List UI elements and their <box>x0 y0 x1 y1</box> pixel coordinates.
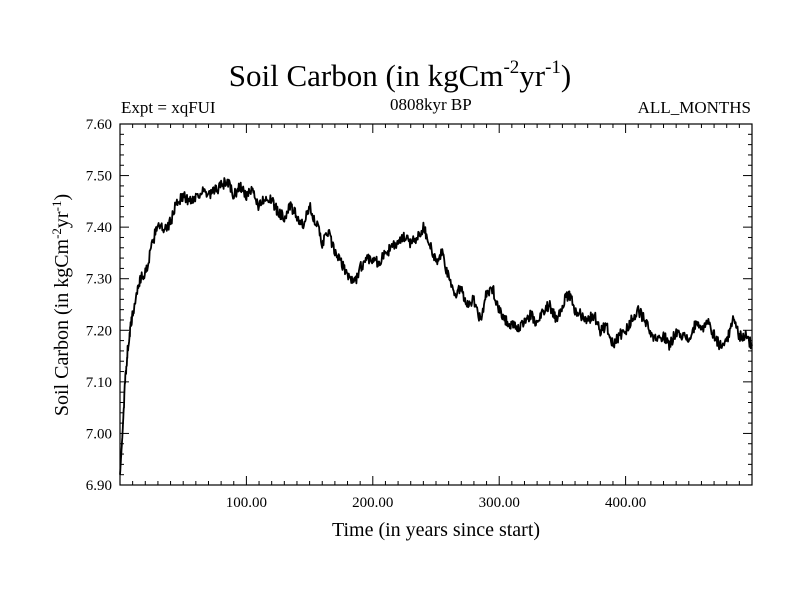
plot-frame <box>119 123 753 486</box>
y-tick-label: 7.50 <box>86 169 112 185</box>
tick-marks <box>120 124 752 485</box>
x-tick-label: 300.00 <box>479 495 520 511</box>
y-tick-label: 6.90 <box>86 478 112 494</box>
experiment-label: Expt = xqFUI <box>121 98 216 117</box>
x-tick-label: 400.00 <box>605 495 646 511</box>
y-tick-label: 7.40 <box>86 220 112 236</box>
y-tick-label: 7.20 <box>86 323 112 339</box>
y-tick-label: 7.30 <box>86 272 112 288</box>
x-axis-label: Time (in years since start) <box>332 519 540 541</box>
chart-title: Soil Carbon (in kgCm-2yr-1) <box>228 56 572 93</box>
y-tick-label: 7.60 <box>86 117 112 133</box>
months-label: ALL_MONTHS <box>637 98 751 117</box>
y-tick-labels: 6.90 7.00 7.10 7.20 7.30 7.40 7.50 7.60 <box>86 117 112 494</box>
period-label: 0808kyr BP <box>390 95 472 114</box>
y-tick-label: 7.10 <box>86 375 112 391</box>
x-tick-labels: 100.00 200.00 300.00 400.00 <box>226 495 646 511</box>
y-axis-label: Soil Carbon (in kgCm-2yr-1) <box>49 194 73 416</box>
x-tick-label: 200.00 <box>352 495 393 511</box>
series-layer <box>119 177 753 475</box>
series-line <box>119 177 753 475</box>
y-tick-label: 7.00 <box>86 426 112 442</box>
x-tick-label: 100.00 <box>226 495 267 511</box>
